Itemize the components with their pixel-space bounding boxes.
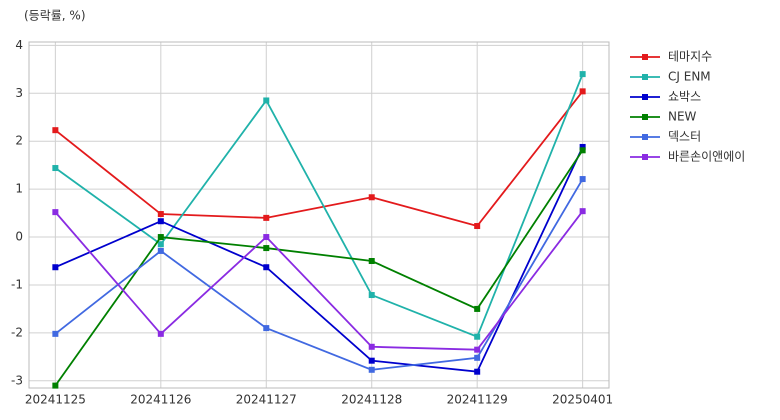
legend-label: CJ ENM <box>668 70 711 84</box>
legend-label: 테마지수 <box>668 50 712 64</box>
y-tick-label: 4 <box>15 38 23 52</box>
point <box>263 264 270 271</box>
point <box>263 245 270 252</box>
legend-marker <box>642 154 648 160</box>
y-axis-label: (등락률, %) <box>24 9 86 23</box>
point <box>52 264 59 271</box>
y-tick-label: 1 <box>15 182 23 196</box>
y-tick-label: 3 <box>15 86 23 100</box>
point <box>157 211 164 218</box>
point <box>474 346 481 353</box>
plot-frame <box>28 41 610 389</box>
x-tick-label: 20250401 <box>552 393 613 407</box>
legend-marker <box>642 134 648 140</box>
point <box>263 97 270 104</box>
point <box>474 333 481 340</box>
legend-label: NEW <box>668 110 697 124</box>
point <box>157 330 164 337</box>
x-tick-label: 20241129 <box>447 393 508 407</box>
x-tick-label: 20241125 <box>25 393 86 407</box>
point <box>474 368 481 375</box>
series-line <box>54 73 584 338</box>
series-line <box>54 210 584 351</box>
point <box>579 208 586 215</box>
point <box>368 366 375 373</box>
x-tick-label: 20241127 <box>236 393 297 407</box>
point <box>263 234 270 241</box>
y-tick-label: 0 <box>15 230 23 244</box>
x-tick-label: 20241128 <box>341 393 402 407</box>
point <box>474 223 481 230</box>
legend-marker <box>642 94 648 100</box>
legend-marker <box>642 74 648 80</box>
point <box>157 234 164 241</box>
x-tick-label: 20241126 <box>130 393 191 407</box>
legend-label: 쇼박스 <box>668 90 701 104</box>
point <box>368 357 375 364</box>
point <box>157 241 164 248</box>
y-tick-label: -2 <box>11 325 23 339</box>
point <box>52 127 59 134</box>
point <box>368 258 375 265</box>
legend-marker <box>642 114 648 120</box>
series-line <box>55 146 584 373</box>
legend-marker <box>642 54 648 60</box>
point <box>474 305 481 312</box>
y-tick-label: -1 <box>11 277 23 291</box>
point <box>52 330 59 337</box>
y-tick-label: -3 <box>11 373 23 387</box>
point <box>52 382 59 389</box>
point <box>368 292 375 299</box>
point <box>474 354 481 361</box>
point <box>52 165 59 172</box>
point <box>263 325 270 332</box>
point <box>579 143 586 150</box>
point <box>579 147 586 154</box>
series-line <box>54 90 584 228</box>
point <box>263 214 270 221</box>
legend-label: 바른손이앤에이 <box>668 150 745 164</box>
point <box>368 343 375 350</box>
point <box>368 194 375 201</box>
point <box>579 176 586 183</box>
point <box>579 88 586 95</box>
point <box>52 209 59 216</box>
series-line <box>54 149 584 387</box>
point <box>157 218 164 225</box>
legend-label: 덱스터 <box>668 130 701 144</box>
y-tick-label: 2 <box>15 134 23 148</box>
point <box>157 247 164 254</box>
point <box>579 71 586 78</box>
